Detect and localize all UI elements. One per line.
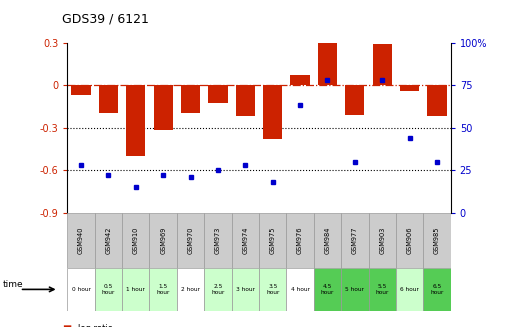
- Text: GSM942: GSM942: [105, 227, 111, 254]
- Bar: [150, 213, 177, 268]
- Bar: [396, 213, 423, 268]
- Text: 4.5
hour: 4.5 hour: [321, 284, 334, 295]
- Bar: [259, 268, 286, 311]
- Bar: [204, 213, 232, 268]
- Bar: [99, 85, 118, 113]
- Bar: [122, 213, 150, 268]
- Text: GSM974: GSM974: [242, 227, 248, 254]
- Text: 6.5
hour: 6.5 hour: [430, 284, 443, 295]
- Bar: [368, 213, 396, 268]
- Bar: [95, 213, 122, 268]
- Text: 5.5
hour: 5.5 hour: [376, 284, 389, 295]
- Bar: [122, 268, 150, 311]
- Text: time: time: [3, 280, 23, 289]
- Bar: [126, 85, 146, 156]
- Bar: [286, 268, 314, 311]
- Bar: [396, 268, 423, 311]
- Text: GSM906: GSM906: [407, 227, 413, 254]
- Bar: [368, 268, 396, 311]
- Bar: [208, 85, 227, 103]
- Bar: [71, 85, 91, 95]
- Bar: [232, 268, 259, 311]
- Text: GSM976: GSM976: [297, 227, 303, 254]
- Bar: [400, 85, 419, 91]
- Text: ■: ■: [62, 324, 71, 327]
- Bar: [341, 268, 368, 311]
- Text: GSM969: GSM969: [160, 227, 166, 254]
- Text: GSM984: GSM984: [324, 227, 330, 254]
- Bar: [346, 85, 365, 115]
- Bar: [181, 85, 200, 113]
- Bar: [177, 268, 204, 311]
- Text: 0 hour: 0 hour: [71, 287, 91, 292]
- Text: GSM910: GSM910: [133, 227, 139, 254]
- Text: GSM977: GSM977: [352, 227, 358, 254]
- Bar: [259, 213, 286, 268]
- Bar: [177, 213, 204, 268]
- Text: log ratio: log ratio: [78, 324, 112, 327]
- Bar: [286, 213, 314, 268]
- Text: GSM903: GSM903: [379, 227, 385, 254]
- Text: GSM985: GSM985: [434, 227, 440, 254]
- Text: GSM970: GSM970: [188, 227, 194, 254]
- Bar: [314, 268, 341, 311]
- Bar: [427, 85, 447, 116]
- Bar: [150, 268, 177, 311]
- Bar: [341, 213, 368, 268]
- Text: GDS39 / 6121: GDS39 / 6121: [62, 13, 149, 26]
- Text: 2 hour: 2 hour: [181, 287, 200, 292]
- Text: 3 hour: 3 hour: [236, 287, 255, 292]
- Text: 3.5
hour: 3.5 hour: [266, 284, 279, 295]
- Bar: [153, 85, 172, 130]
- Text: 2.5
hour: 2.5 hour: [211, 284, 225, 295]
- Bar: [291, 75, 310, 85]
- Text: GSM940: GSM940: [78, 227, 84, 254]
- Text: 1 hour: 1 hour: [126, 287, 145, 292]
- Text: 4 hour: 4 hour: [291, 287, 310, 292]
- Bar: [318, 41, 337, 85]
- Text: 1.5
hour: 1.5 hour: [156, 284, 170, 295]
- Bar: [423, 213, 451, 268]
- Bar: [423, 268, 451, 311]
- Text: 6 hour: 6 hour: [400, 287, 419, 292]
- Bar: [67, 268, 95, 311]
- Bar: [263, 85, 282, 139]
- Bar: [236, 85, 255, 116]
- Text: GSM975: GSM975: [270, 227, 276, 254]
- Bar: [314, 213, 341, 268]
- Bar: [67, 213, 95, 268]
- Text: GSM973: GSM973: [215, 227, 221, 254]
- Bar: [95, 268, 122, 311]
- Bar: [204, 268, 232, 311]
- Bar: [372, 44, 392, 85]
- Text: 5 hour: 5 hour: [346, 287, 364, 292]
- Bar: [232, 213, 259, 268]
- Text: 0.5
hour: 0.5 hour: [102, 284, 115, 295]
